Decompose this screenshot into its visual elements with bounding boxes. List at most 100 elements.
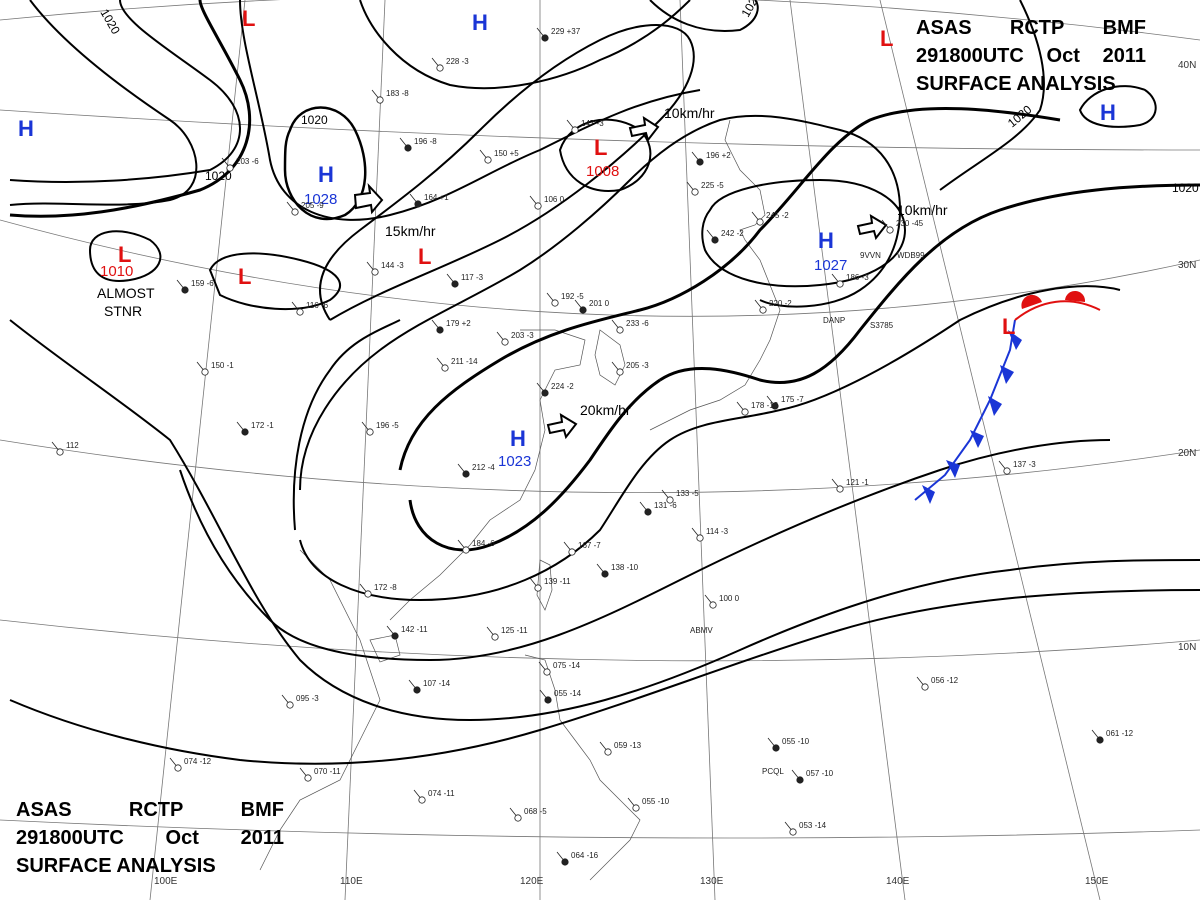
- station-plot: 225 -5: [686, 181, 724, 196]
- header-line-1: ASAS RCTP BMF: [16, 796, 284, 824]
- isobar-south-3: [9, 319, 1200, 722]
- motion-arrow: [628, 115, 660, 143]
- station-plot: 211 -14: [436, 357, 478, 372]
- station-plots: 229 +37 228 -3 183 -8 196 -8 150 +5 147 -3 196…: [51, 27, 1134, 866]
- station-id: PCQL: [762, 767, 784, 776]
- station-plot-text: 205 -9: [301, 201, 324, 210]
- station-plot-text: 144 -3: [381, 261, 404, 270]
- station-plot-text: 117 -3: [461, 273, 484, 282]
- station-plot: 100 0: [704, 594, 740, 609]
- station-plot-text: 184 -6: [472, 539, 495, 548]
- isobar-south-4: [9, 589, 1200, 765]
- station-plot: 229 +37: [536, 27, 581, 42]
- station-circle: [561, 858, 569, 866]
- station-circle: [886, 226, 894, 234]
- cold-front-triangle: [1008, 330, 1022, 350]
- station-circle: [484, 156, 492, 164]
- station-plot: 070 -11: [299, 767, 341, 782]
- station-plot: 233 -6: [611, 319, 649, 334]
- station-plot: 196 -8: [399, 137, 437, 152]
- low-pressure-value: 1008: [586, 163, 619, 180]
- station-circle: [601, 570, 609, 578]
- station-circle: [296, 308, 304, 316]
- station-plot-text: 167 -7: [578, 541, 601, 550]
- station-plot-text: 112: [66, 441, 79, 450]
- station-plot: 055 -14: [539, 689, 582, 704]
- isobar-inner-south: [292, 319, 401, 531]
- station-plot-text: 192 -5: [561, 292, 584, 301]
- station-plot: 057 -10: [791, 769, 834, 784]
- motion-speed-label: 20km/hr: [580, 402, 631, 418]
- station-plot-text: 114 -3: [706, 527, 729, 536]
- station-plot-text: 057 -10: [806, 769, 834, 778]
- coast-philippines: [524, 654, 641, 881]
- station-circle: [691, 188, 699, 196]
- station-plot-text: 131 -6: [654, 501, 677, 510]
- high-letter: H: [1100, 100, 1116, 125]
- longitude-label: 100E: [154, 876, 178, 887]
- station-plot-text: 203 -3: [511, 331, 534, 340]
- station-plot-text: 095 -3: [296, 694, 319, 703]
- station-plot-text: 125 -11: [501, 626, 528, 635]
- station-plot-text: 196 -8: [414, 137, 437, 146]
- station-plot-text: 242 -2: [721, 229, 744, 238]
- cold-front: [914, 319, 1016, 501]
- high-letter: H: [818, 228, 834, 253]
- station-plot-text: 201 0: [589, 299, 610, 308]
- isobar-south-2: [179, 439, 1111, 662]
- station-plot: 175 -7: [766, 395, 804, 410]
- station-id: ABMV: [690, 626, 713, 635]
- header-line-3: SURFACE ANALYSIS: [16, 852, 284, 880]
- station-circle: [414, 200, 422, 208]
- station-plot-text: 055 -14: [554, 689, 582, 698]
- latitude-label: 30N: [1178, 260, 1196, 271]
- station-plot: 053 -14: [784, 821, 827, 836]
- station-plot: 224 -2: [536, 382, 574, 397]
- station-circle: [371, 268, 379, 276]
- station-circle: [418, 796, 426, 804]
- parallel-0: [0, 819, 1200, 839]
- station-circle: [1003, 467, 1011, 475]
- station-circle: [759, 306, 767, 314]
- pressure-systems: H 1028 H 1023 H 1027 H H H L 1010 L 1008…: [18, 6, 1116, 470]
- station-plot: 125 -11: [486, 626, 528, 641]
- station-circle: [436, 326, 444, 334]
- station-plot: 116 -6: [291, 301, 329, 316]
- parallel-10n: [0, 619, 1200, 662]
- header-code: BMF: [240, 799, 284, 821]
- motion-arrow: [353, 182, 384, 215]
- station-plot: 220 -2: [754, 299, 792, 314]
- station-plot-text: 150 -1: [211, 361, 234, 370]
- station-plot: 172 -8: [359, 583, 397, 598]
- coast-japan: [649, 119, 781, 431]
- station-plot: 205 -9: [286, 201, 324, 216]
- station-plot: 139 -11: [529, 577, 571, 592]
- station-circle: [491, 633, 499, 641]
- station-plot: 186 -3: [831, 273, 869, 288]
- motion-vectors: [353, 115, 888, 440]
- station-plot-text: 178 -13: [751, 401, 779, 410]
- latitude-label: 40N: [1178, 60, 1196, 71]
- station-circle: [462, 546, 470, 554]
- isobar-low-1008: [558, 118, 652, 192]
- station-plot-text: 070 -11: [314, 767, 341, 776]
- station-id: 9VVN: [860, 251, 881, 260]
- station-circle: [789, 828, 797, 836]
- station-plot-text: 212 -4: [472, 463, 495, 472]
- high-letter: H: [472, 10, 488, 35]
- station-plot-text: 205 -3: [626, 361, 649, 370]
- station-plot-text: 133 -5: [676, 489, 699, 498]
- station-id: DANP: [823, 316, 845, 325]
- fronts: [914, 290, 1101, 504]
- station-plot-text: 100 0: [719, 594, 740, 603]
- station-plot-text: 228 -3: [446, 57, 469, 66]
- station-plot-text: 139 -11: [544, 577, 571, 586]
- cold-front-triangle: [922, 485, 935, 504]
- coast-indochina: [259, 549, 381, 871]
- station-circle: [413, 686, 421, 694]
- station-plot-text: 137 -3: [1013, 460, 1036, 469]
- low-letter: L: [1002, 314, 1015, 339]
- coast-korea: [594, 329, 626, 386]
- coast-hainan: [369, 634, 401, 663]
- station-circle: [541, 389, 549, 397]
